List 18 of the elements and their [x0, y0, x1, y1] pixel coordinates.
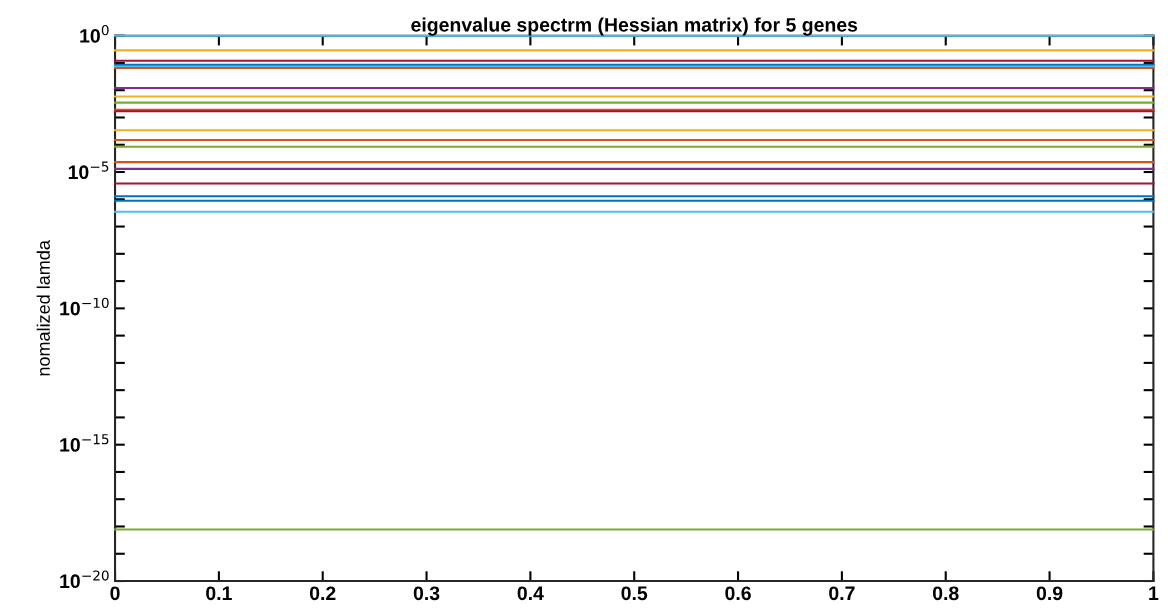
x-tick-label: 0.5: [621, 586, 648, 601]
y-tick-label: 10$^{−15}$: [60, 434, 109, 452]
y-tick-label: 10$^{0}$: [80, 25, 109, 43]
x-tick-label: 0.6: [725, 586, 751, 601]
x-tick-label: 0.4: [517, 586, 544, 601]
y-axis-title: nomalized lamda: [36, 240, 50, 376]
x-tick-label: 0.7: [829, 586, 855, 601]
chart-title: eigenvalue spectrm (Hessian matrix) for 5 genes: [411, 17, 858, 36]
x-tick-label: 1: [1149, 586, 1159, 600]
y-tick-label: 10$^{−10}$: [60, 297, 109, 316]
x-tick-label: 0.3: [413, 586, 440, 601]
x-tick-label: 0.2: [309, 586, 336, 601]
x-tick-label: 0.1: [206, 586, 232, 601]
y-tick-label: 10$^{−20}$: [60, 570, 109, 589]
x-tick-label: 0: [110, 586, 120, 601]
x-tick-label: 0.9: [1036, 586, 1063, 601]
x-tick-label: 0.8: [932, 586, 959, 601]
y-tick-label: 10$^{−5}$: [68, 161, 109, 180]
